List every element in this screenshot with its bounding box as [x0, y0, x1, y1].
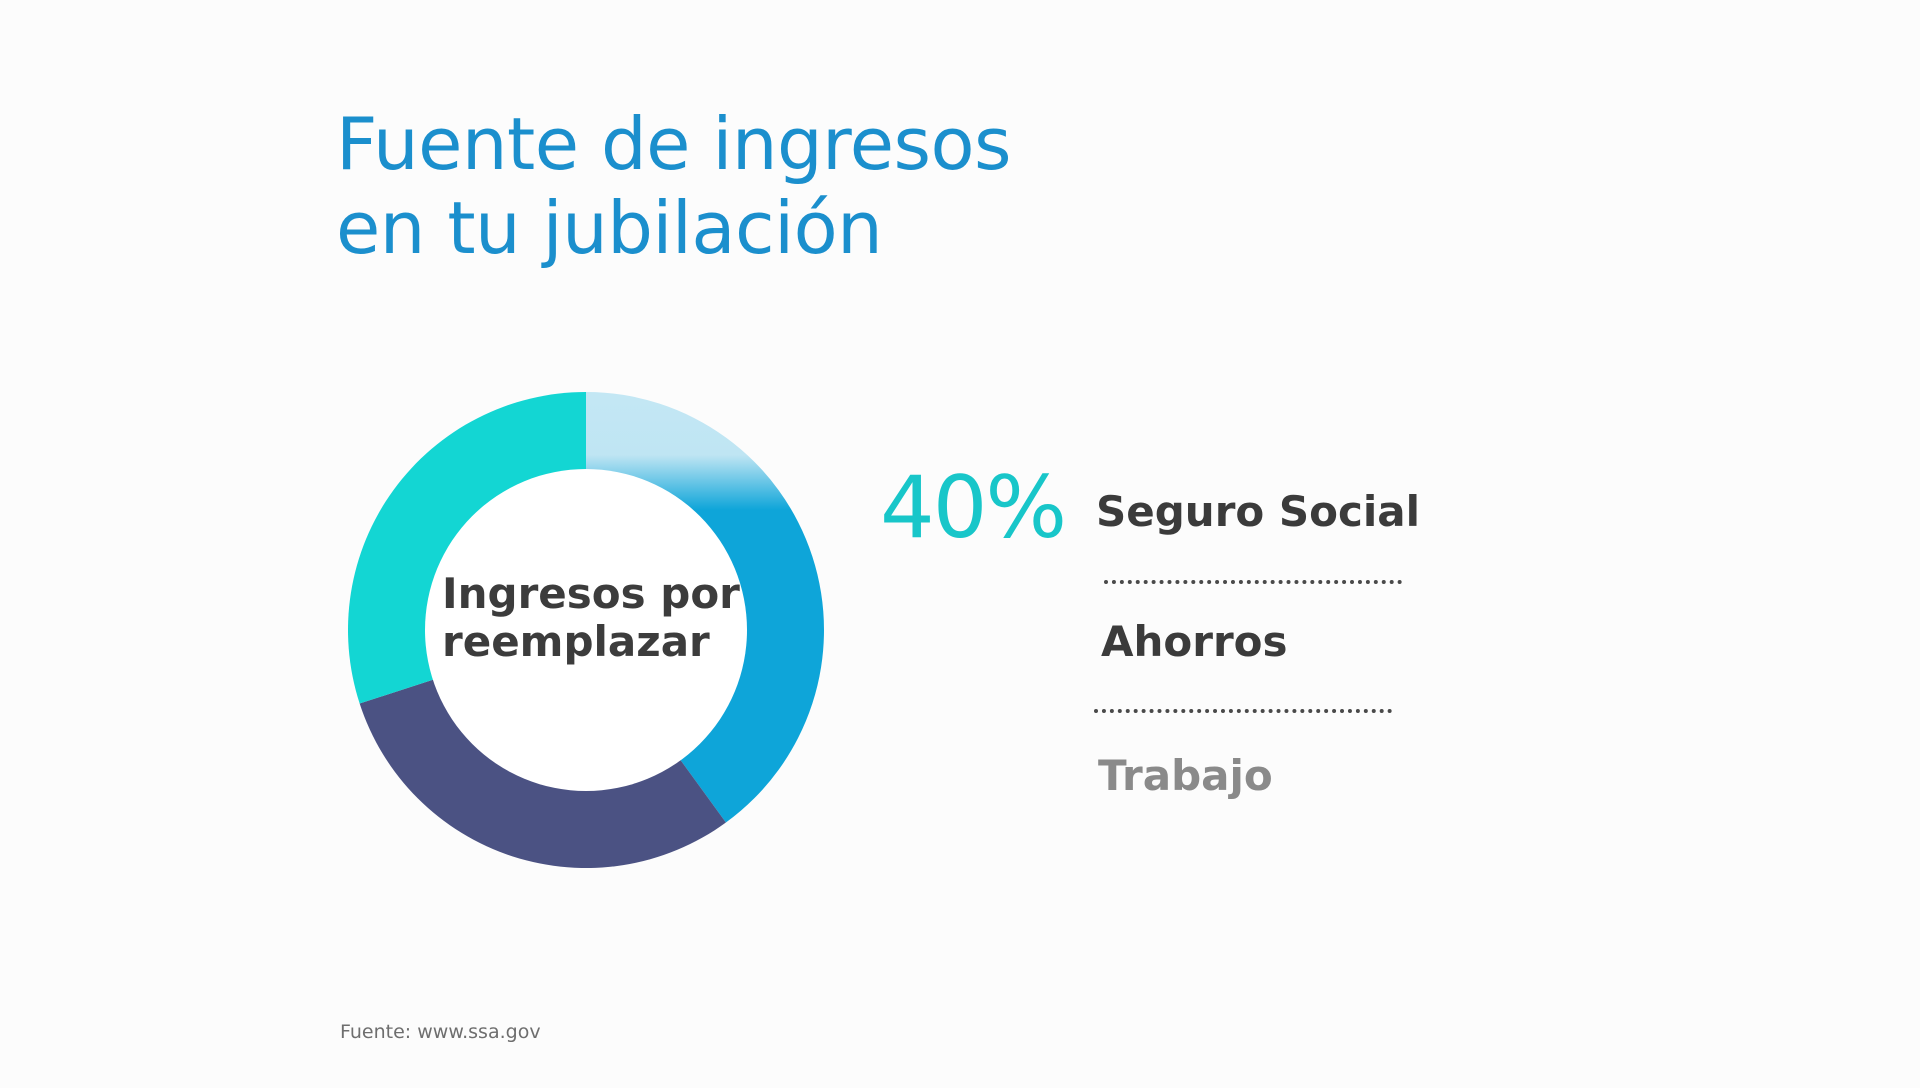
highlight-percentage: 40% [880, 458, 1067, 558]
donut-chart [347, 392, 825, 868]
legend-item-ahorros: Ahorros [1101, 617, 1288, 666]
chart-title-line-2: en tu jubilación [336, 186, 883, 270]
source-note: Fuente: www.ssa.gov [340, 1021, 541, 1043]
donut-hole [425, 469, 747, 791]
donut-center-label-line-2: reemplazar [442, 617, 710, 666]
chart-title: Fuente de ingresos en tu jubilación [336, 102, 1012, 270]
legend-divider [1094, 709, 1392, 713]
chart-title-line-1: Fuente de ingresos [336, 102, 1012, 186]
legend-item-seguro-social: Seguro Social [1096, 487, 1421, 536]
donut-center-label-line-1: Ingresos por [442, 569, 740, 618]
legend-item-trabajo: Trabajo [1098, 751, 1273, 800]
donut-center-label: Ingresos por reemplazar [442, 570, 740, 666]
legend-divider [1104, 580, 1402, 584]
